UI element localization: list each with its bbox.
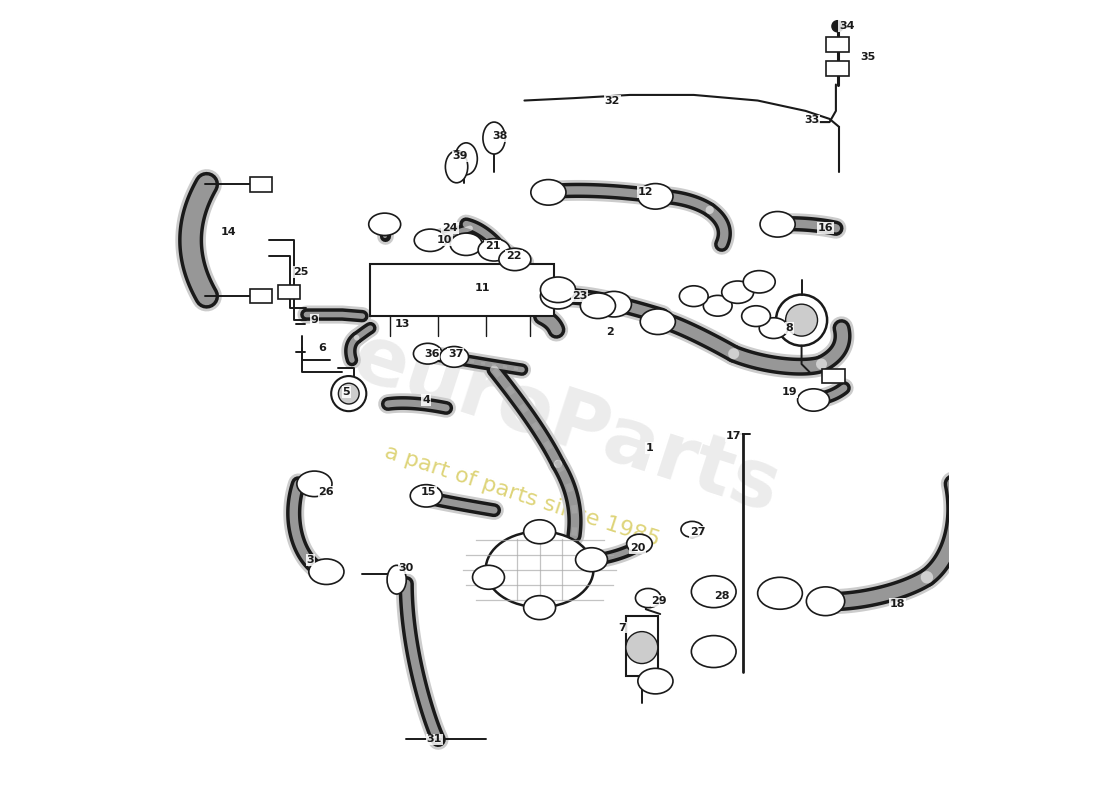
Circle shape — [832, 21, 843, 32]
Ellipse shape — [627, 534, 652, 554]
Text: 16: 16 — [817, 223, 834, 234]
Bar — [250, 289, 272, 303]
Text: 22: 22 — [506, 251, 521, 262]
Text: 39: 39 — [453, 151, 469, 162]
Circle shape — [785, 304, 817, 336]
Text: 20: 20 — [630, 542, 646, 553]
Text: euroParts: euroParts — [342, 318, 790, 530]
Ellipse shape — [681, 522, 703, 538]
Ellipse shape — [450, 233, 482, 255]
Text: 28: 28 — [714, 590, 729, 601]
Ellipse shape — [414, 343, 442, 364]
Ellipse shape — [473, 566, 505, 590]
Ellipse shape — [596, 291, 631, 317]
Text: 15: 15 — [421, 487, 437, 497]
Text: 13: 13 — [395, 319, 410, 329]
Ellipse shape — [758, 578, 802, 610]
Text: 1: 1 — [646, 443, 653, 453]
Circle shape — [626, 631, 658, 663]
Text: 9: 9 — [310, 315, 318, 325]
Text: 25: 25 — [293, 267, 308, 278]
Ellipse shape — [531, 179, 566, 205]
Ellipse shape — [759, 318, 788, 338]
Text: 7: 7 — [618, 622, 626, 633]
Ellipse shape — [368, 213, 400, 235]
Text: 24: 24 — [442, 223, 458, 234]
Ellipse shape — [410, 485, 442, 507]
Text: 33: 33 — [804, 115, 820, 126]
Ellipse shape — [524, 596, 556, 620]
Text: 14: 14 — [220, 227, 236, 238]
Ellipse shape — [499, 248, 531, 270]
Bar — [371, 264, 554, 316]
Ellipse shape — [692, 635, 736, 667]
Ellipse shape — [806, 587, 845, 616]
Text: 32: 32 — [605, 95, 620, 106]
Text: 11: 11 — [474, 283, 490, 293]
Circle shape — [331, 376, 366, 411]
Ellipse shape — [760, 211, 795, 237]
Text: 8: 8 — [785, 323, 793, 333]
Text: 27: 27 — [690, 526, 705, 537]
Ellipse shape — [455, 143, 477, 174]
Text: 37: 37 — [448, 349, 463, 358]
Bar — [825, 38, 849, 52]
Bar — [626, 616, 658, 675]
Ellipse shape — [680, 286, 708, 306]
Text: 23: 23 — [572, 291, 587, 301]
Circle shape — [776, 294, 827, 346]
Text: a part of parts since 1985: a part of parts since 1985 — [382, 442, 662, 550]
Ellipse shape — [722, 281, 754, 303]
Text: 4: 4 — [422, 395, 430, 405]
Text: 36: 36 — [425, 349, 440, 358]
Text: 30: 30 — [398, 562, 414, 573]
Ellipse shape — [581, 293, 616, 318]
Bar — [250, 177, 272, 191]
Ellipse shape — [540, 277, 575, 302]
Ellipse shape — [486, 531, 594, 607]
Text: 6: 6 — [319, 343, 327, 353]
Ellipse shape — [524, 520, 556, 544]
Ellipse shape — [575, 548, 607, 572]
Text: 21: 21 — [485, 241, 501, 251]
Text: 3: 3 — [307, 554, 315, 565]
Ellipse shape — [703, 295, 733, 316]
Ellipse shape — [540, 283, 575, 309]
Ellipse shape — [741, 306, 770, 326]
Text: 26: 26 — [319, 487, 334, 497]
Ellipse shape — [387, 566, 406, 594]
Ellipse shape — [638, 668, 673, 694]
Ellipse shape — [638, 183, 673, 209]
Text: 29: 29 — [651, 596, 668, 606]
Circle shape — [339, 383, 359, 404]
Text: 19: 19 — [782, 387, 797, 397]
Ellipse shape — [440, 346, 469, 367]
Text: 17: 17 — [726, 431, 741, 441]
Ellipse shape — [640, 309, 675, 334]
Ellipse shape — [483, 122, 505, 154]
Text: 5: 5 — [342, 387, 350, 397]
Text: 35: 35 — [860, 51, 876, 62]
Bar — [825, 62, 849, 76]
Text: 18: 18 — [890, 598, 905, 609]
Ellipse shape — [798, 389, 829, 411]
Ellipse shape — [692, 576, 736, 608]
Text: 31: 31 — [427, 734, 442, 745]
Text: 12: 12 — [638, 187, 653, 198]
Text: 10: 10 — [437, 235, 452, 246]
Ellipse shape — [297, 471, 332, 497]
Bar — [823, 369, 845, 383]
Ellipse shape — [744, 270, 775, 293]
Ellipse shape — [636, 589, 661, 608]
Text: 2: 2 — [606, 327, 614, 337]
Ellipse shape — [446, 151, 468, 182]
Ellipse shape — [415, 229, 447, 251]
Bar — [277, 285, 300, 299]
Ellipse shape — [309, 559, 344, 585]
Text: 34: 34 — [839, 22, 855, 31]
Ellipse shape — [478, 238, 510, 261]
Text: 38: 38 — [493, 131, 508, 142]
